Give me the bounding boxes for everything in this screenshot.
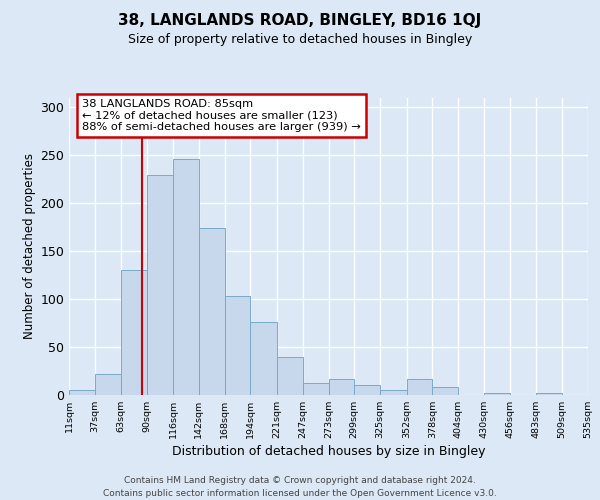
Bar	[121, 270, 147, 395]
Bar	[536, 393, 562, 395]
Bar	[354, 386, 380, 395]
Text: 38, LANGLANDS ROAD, BINGLEY, BD16 1QJ: 38, LANGLANDS ROAD, BINGLEY, BD16 1QJ	[118, 12, 482, 28]
Bar	[147, 175, 173, 395]
Bar	[329, 378, 354, 395]
Bar	[303, 382, 329, 395]
Text: 38 LANGLANDS ROAD: 85sqm
← 12% of detached houses are smaller (123)
88% of semi-: 38 LANGLANDS ROAD: 85sqm ← 12% of detach…	[82, 99, 361, 132]
Bar	[173, 159, 199, 395]
Bar	[433, 388, 458, 395]
X-axis label: Distribution of detached houses by size in Bingley: Distribution of detached houses by size …	[172, 445, 485, 458]
Bar	[380, 390, 407, 395]
Bar	[250, 322, 277, 395]
Text: Size of property relative to detached houses in Bingley: Size of property relative to detached ho…	[128, 32, 472, 46]
Bar	[224, 296, 250, 395]
Bar	[199, 228, 224, 395]
Text: Contains HM Land Registry data © Crown copyright and database right 2024.
Contai: Contains HM Land Registry data © Crown c…	[103, 476, 497, 498]
Bar	[95, 374, 121, 395]
Bar	[484, 393, 510, 395]
Y-axis label: Number of detached properties: Number of detached properties	[23, 153, 36, 340]
Bar	[277, 356, 303, 395]
Bar	[69, 390, 95, 395]
Bar	[407, 378, 433, 395]
